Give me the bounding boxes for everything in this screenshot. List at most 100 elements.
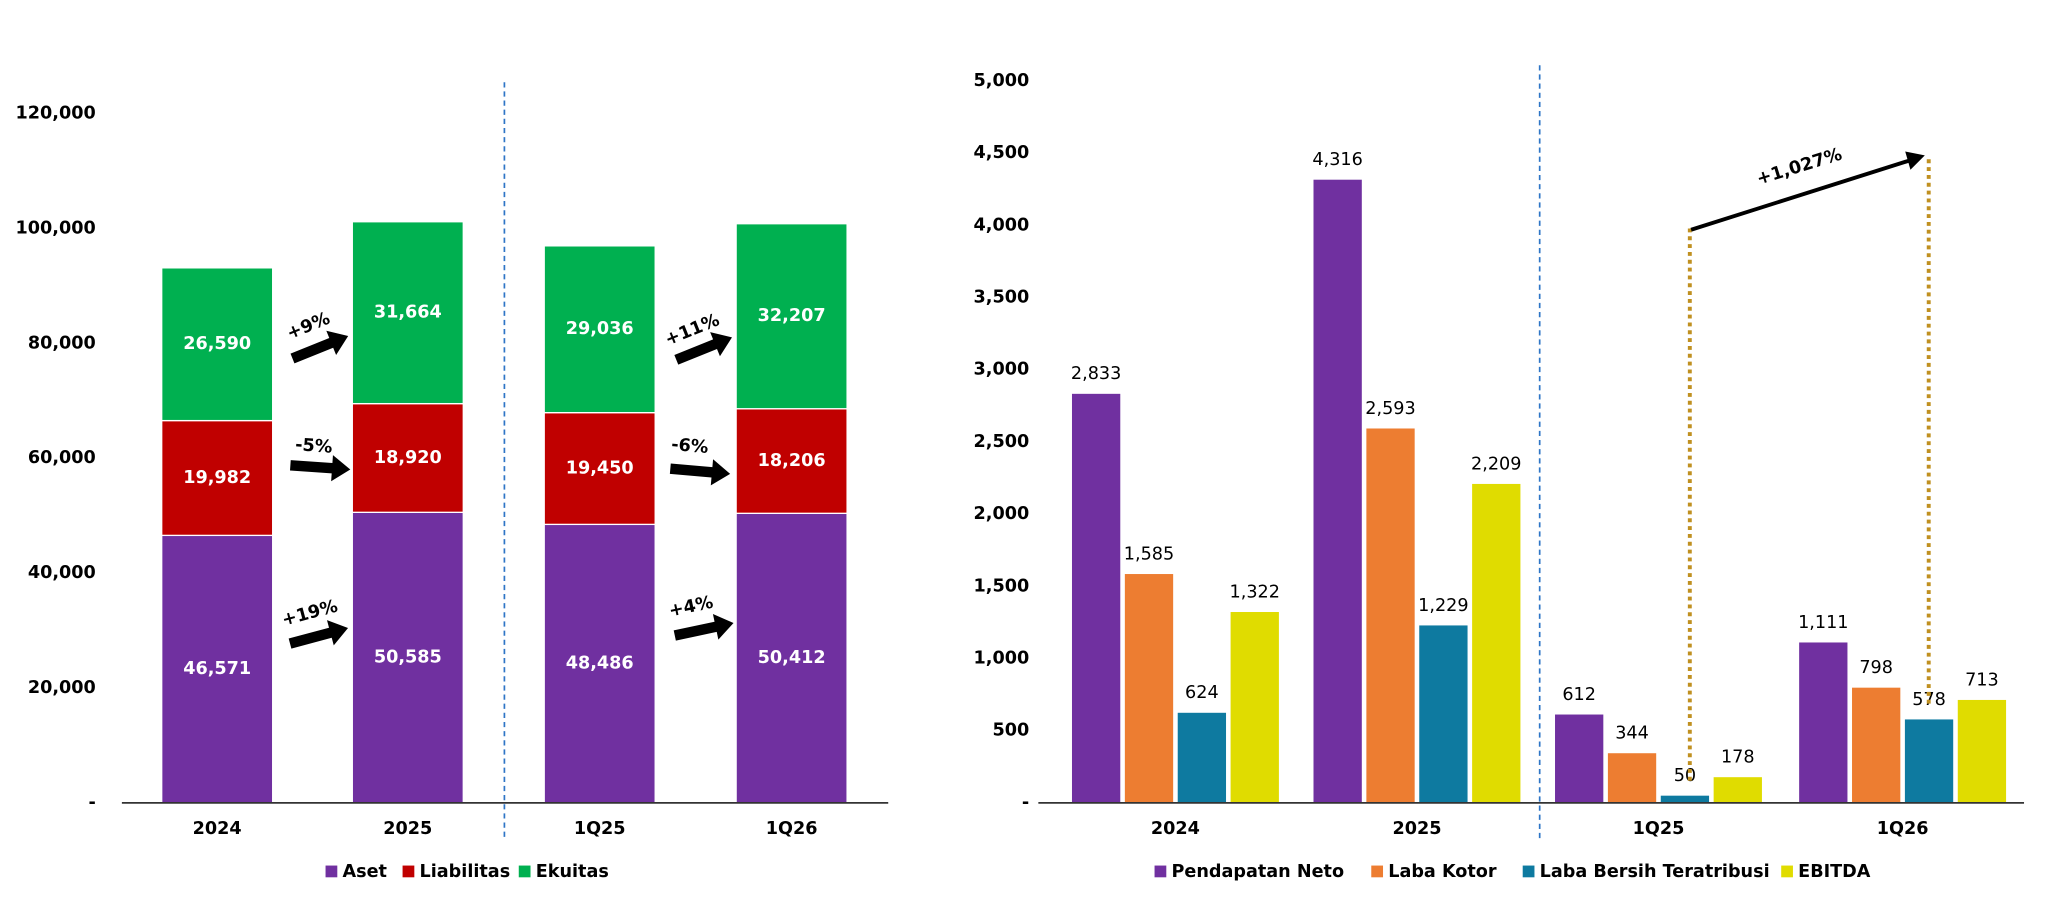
bar: [1607, 753, 1657, 803]
value-label: 1,229: [1418, 596, 1468, 616]
bar: [1419, 625, 1468, 803]
y-tick-label: 80,000: [28, 333, 96, 353]
bar-segment: [351, 221, 464, 405]
legend-swatch: [402, 865, 415, 878]
value-label: 1,322: [1230, 582, 1280, 602]
value-label: 612: [1562, 685, 1596, 705]
bar: [1177, 712, 1227, 803]
change-arrow: [290, 330, 349, 364]
legend-swatch: [325, 865, 338, 878]
change-arrow: [674, 332, 732, 365]
y-tick-label: 1,500: [974, 576, 1030, 596]
value-label: 32,207: [758, 306, 826, 326]
x-tick-label: 1Q25: [574, 819, 626, 839]
value-label: 29,036: [566, 319, 634, 339]
bar: [1366, 428, 1415, 803]
bar: [1660, 795, 1710, 803]
y-tick-label: 4,500: [974, 143, 1030, 163]
value-label: 178: [1721, 748, 1755, 768]
bar: [1904, 719, 1954, 803]
legend-swatch: [1781, 865, 1793, 878]
value-label: 624: [1185, 683, 1219, 703]
value-label: 26,590: [183, 334, 251, 354]
value-label: 48,486: [566, 654, 634, 674]
bar: [1230, 612, 1279, 803]
bar-segment: [735, 408, 848, 514]
bar: [1713, 777, 1762, 803]
y-tick-label: 60,000: [28, 448, 96, 468]
bar-segment: [351, 511, 464, 804]
bar-segment: [543, 245, 656, 414]
value-label: 1,585: [1124, 544, 1174, 564]
legend-label: Pendapatan Neto: [1172, 862, 1345, 882]
value-label: 798: [1859, 658, 1893, 678]
change-annotation: -5%: [295, 435, 334, 458]
value-label: 19,982: [183, 468, 251, 488]
growth-arrow-line: [1690, 158, 1910, 232]
change-arrow: [673, 614, 734, 641]
value-label: 18,920: [374, 448, 442, 468]
x-tick-label: 2024: [1151, 819, 1200, 839]
value-label: 46,571: [183, 659, 251, 679]
bar: [1957, 699, 2007, 803]
bar-segment: [543, 523, 656, 804]
value-label: 2,833: [1071, 364, 1121, 384]
value-label: 2,593: [1365, 399, 1415, 419]
bar-segment: [735, 512, 848, 804]
legend-label: Liabilitas: [420, 862, 511, 882]
y-tick-label: 2,000: [974, 504, 1030, 524]
bar: [1313, 179, 1362, 803]
value-label: 19,450: [566, 459, 634, 479]
value-label: 344: [1615, 724, 1649, 744]
legend-label: Laba Bersih Teratribusi: [1540, 862, 1770, 882]
y-tick-label: 120,000: [16, 104, 96, 124]
x-tick-label: 2025: [383, 819, 432, 839]
bar: [1124, 574, 1174, 803]
value-label: 2,209: [1471, 454, 1521, 474]
y-tick-label: -: [1022, 793, 1029, 813]
y-tick-label: 1,000: [974, 649, 1030, 669]
change-arrow: [290, 455, 351, 482]
legend-label: Laba Kotor: [1388, 862, 1497, 882]
legend-swatch: [1371, 865, 1384, 878]
change-annotation: -6%: [670, 435, 709, 458]
change-arrow: [669, 459, 731, 486]
bar-segment: [161, 419, 274, 537]
value-label: 713: [1965, 670, 1999, 690]
y-tick-label: 100,000: [16, 218, 96, 238]
legend-swatch: [518, 865, 531, 878]
bar: [1555, 714, 1604, 803]
x-tick-label: 1Q26: [766, 819, 818, 839]
bar-segment: [543, 411, 656, 526]
bar: [1472, 483, 1521, 803]
growth-annotation: +1,027%: [1754, 145, 1844, 190]
growth-arrow-head: [1905, 151, 1925, 170]
bar-segment: [161, 267, 274, 422]
legend-swatch: [1154, 865, 1167, 878]
value-label: 1,111: [1798, 613, 1848, 633]
x-tick-label: 2024: [193, 819, 242, 839]
y-tick-label: 2,500: [974, 432, 1030, 452]
bar-segment: [735, 223, 848, 410]
value-label: 50,585: [374, 648, 442, 668]
y-tick-label: 3,000: [974, 360, 1030, 380]
y-tick-label: 40,000: [28, 563, 96, 583]
y-tick-label: 500: [992, 721, 1029, 741]
bar: [1071, 393, 1121, 803]
legend-swatch: [1522, 865, 1535, 878]
value-label: 50,412: [758, 648, 826, 668]
value-label: 50: [1674, 766, 1696, 786]
value-label: 31,664: [374, 303, 442, 323]
x-tick-label: 2025: [1392, 819, 1441, 839]
bar: [1799, 642, 1848, 803]
legend-label: Ekuitas: [536, 862, 609, 882]
change-annotation: +9%: [284, 309, 333, 344]
value-label: 4,316: [1312, 150, 1362, 170]
value-label: 18,206: [758, 451, 826, 471]
bar: [1852, 687, 1901, 803]
change-annotation: +4%: [667, 593, 715, 622]
y-tick-label: 3,500: [974, 288, 1030, 308]
y-tick-label: 20,000: [28, 678, 96, 698]
y-tick-label: 5,000: [974, 71, 1030, 91]
